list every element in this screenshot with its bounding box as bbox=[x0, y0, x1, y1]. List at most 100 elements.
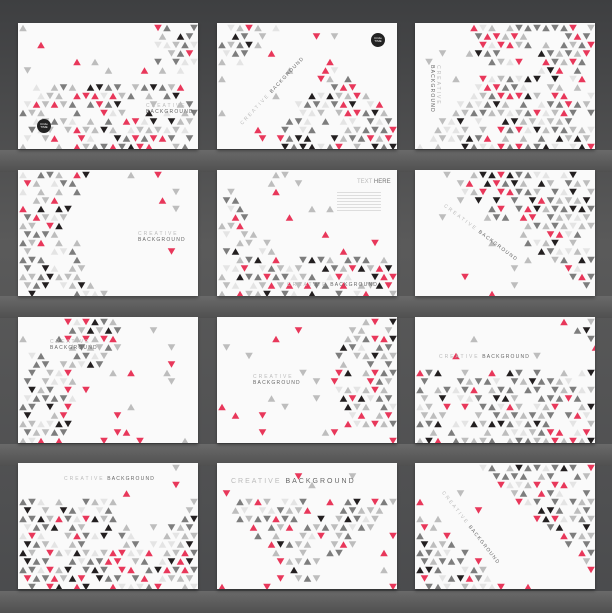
triangle-shape bbox=[348, 412, 357, 419]
triangle-shape bbox=[276, 524, 285, 531]
triangle-shape bbox=[176, 84, 185, 91]
triangle-shape bbox=[330, 429, 339, 436]
triangle-shape bbox=[375, 118, 384, 125]
triangle-shape bbox=[429, 558, 438, 565]
triangle-shape bbox=[41, 395, 50, 402]
triangle-shape bbox=[515, 41, 523, 49]
triangle-shape bbox=[55, 515, 63, 523]
triangle-shape bbox=[569, 41, 577, 49]
triangle-shape bbox=[416, 143, 424, 149]
triangle-shape bbox=[176, 118, 185, 125]
template-card-1[interactable]: CREATIVE BACKGROUND Circle TIME bbox=[18, 23, 198, 149]
triangle-shape bbox=[479, 171, 487, 179]
triangle-shape bbox=[55, 369, 63, 377]
triangle-shape bbox=[582, 473, 591, 480]
triangle-shape bbox=[64, 532, 72, 540]
logo-badge: Circle TIME bbox=[371, 33, 385, 47]
triangle-shape bbox=[362, 369, 370, 377]
triangle-shape bbox=[546, 473, 555, 480]
triangle-shape bbox=[371, 273, 379, 281]
template-card-2[interactable]: CREATIVE BACKGROUND Circle TIME bbox=[217, 23, 397, 149]
triangle-shape bbox=[77, 558, 86, 565]
triangle-shape bbox=[86, 282, 95, 289]
triangle-shape bbox=[109, 549, 117, 557]
template-card-9[interactable]: CREATIVE BACKGROUND bbox=[415, 317, 595, 443]
triangle-shape bbox=[267, 248, 276, 255]
triangle-shape bbox=[348, 507, 357, 514]
text-here-heading: TEXT HERE bbox=[357, 179, 391, 185]
triangle-shape bbox=[222, 282, 231, 289]
triangle-shape bbox=[339, 265, 348, 272]
triangle-shape bbox=[149, 101, 158, 108]
template-card-10[interactable]: CREATIVE BACKGROUND bbox=[18, 463, 198, 589]
triangle-shape bbox=[384, 344, 393, 351]
triangle-shape bbox=[420, 395, 429, 402]
triangle-shape bbox=[245, 273, 253, 281]
triangle-shape bbox=[167, 84, 176, 91]
triangle-shape bbox=[474, 558, 483, 565]
triangle-shape bbox=[185, 33, 194, 40]
triangle-shape bbox=[68, 395, 77, 402]
triangle-shape bbox=[285, 558, 294, 565]
triangle-shape bbox=[218, 290, 226, 296]
triangle-shape bbox=[488, 143, 496, 149]
triangle-shape bbox=[263, 239, 271, 247]
template-card-8[interactable]: CREATIVE BACKGROUND bbox=[217, 317, 397, 443]
triangle-shape bbox=[285, 282, 294, 289]
triangle-shape bbox=[59, 412, 68, 419]
triangle-shape bbox=[272, 188, 280, 196]
triangle-shape bbox=[506, 437, 514, 443]
triangle-shape bbox=[479, 126, 487, 134]
triangle-shape bbox=[510, 429, 519, 436]
triangle-shape bbox=[587, 403, 595, 411]
triangle-shape bbox=[308, 126, 316, 134]
triangle-shape bbox=[294, 575, 303, 582]
template-card-12[interactable]: CREATIVE BACKGROUND bbox=[415, 463, 595, 589]
triangle-shape bbox=[149, 327, 158, 334]
triangle-shape bbox=[276, 265, 285, 272]
triangle-shape bbox=[375, 412, 384, 419]
triangle-shape bbox=[488, 41, 496, 49]
triangle-shape bbox=[100, 126, 108, 134]
template-card-11[interactable]: CREATIVE BACKGROUND bbox=[217, 463, 397, 589]
triangle-shape bbox=[569, 437, 577, 443]
triangle-shape bbox=[254, 126, 262, 134]
triangle-shape bbox=[172, 566, 180, 574]
triangle-shape bbox=[551, 386, 559, 394]
triangle-shape bbox=[425, 369, 433, 377]
triangle-shape bbox=[524, 41, 532, 49]
triangle-shape bbox=[533, 386, 541, 394]
triangle-shape bbox=[41, 101, 50, 108]
triangle-shape bbox=[447, 558, 456, 565]
triangle-shape bbox=[425, 566, 433, 574]
triangle-shape bbox=[353, 335, 361, 343]
triangle-shape bbox=[245, 290, 253, 296]
template-card-7[interactable]: CREATIVE BACKGROUND bbox=[18, 317, 198, 443]
template-card-5[interactable]: TEXT HERE CREATIVE BACKGROUND bbox=[217, 170, 397, 296]
triangle-shape bbox=[321, 67, 330, 74]
triangle-shape bbox=[528, 118, 537, 125]
triangle-shape bbox=[416, 566, 424, 574]
triangle-shape bbox=[348, 327, 357, 334]
template-card-4[interactable]: CREATIVE BACKGROUND bbox=[18, 170, 198, 296]
triangle-shape bbox=[533, 126, 541, 134]
triangle-shape bbox=[587, 532, 595, 540]
triangle-shape bbox=[519, 231, 528, 238]
template-card-6[interactable]: CREATIVE BACKGROUND bbox=[415, 170, 595, 296]
triangle-shape bbox=[82, 532, 90, 540]
triangle-shape bbox=[537, 67, 546, 74]
triangle-shape bbox=[131, 541, 140, 548]
triangle-shape bbox=[227, 205, 235, 213]
triangle-shape bbox=[501, 180, 510, 187]
shelf-band bbox=[0, 296, 612, 318]
triangle-shape bbox=[560, 498, 568, 506]
triangle-shape bbox=[23, 395, 32, 402]
template-card-3[interactable]: CREATIVE BACKGROUND bbox=[415, 23, 595, 149]
triangle-shape bbox=[344, 256, 352, 264]
triangle-shape bbox=[560, 532, 568, 540]
triangle-shape bbox=[533, 143, 541, 149]
card-title: CREATIVE BACKGROUND bbox=[50, 339, 98, 351]
triangle-shape bbox=[497, 205, 505, 213]
triangle-shape bbox=[375, 378, 384, 385]
triangle-shape bbox=[326, 75, 334, 83]
